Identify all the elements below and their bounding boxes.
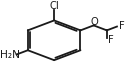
Text: Cl: Cl [49,1,59,11]
Text: H₂N: H₂N [0,50,20,60]
Text: O: O [90,17,98,27]
Text: F: F [108,35,114,45]
Text: F: F [119,21,124,31]
